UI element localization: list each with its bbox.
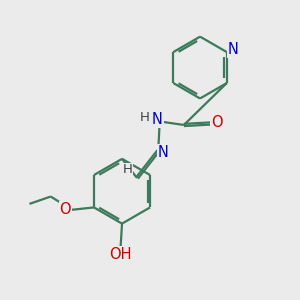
Text: O: O [211, 116, 223, 130]
Text: N: N [228, 42, 239, 57]
Text: O: O [60, 202, 71, 217]
Text: H: H [123, 163, 133, 176]
Text: H: H [140, 111, 149, 124]
Text: N: N [152, 112, 163, 128]
Text: N: N [158, 145, 169, 160]
Text: OH: OH [109, 247, 132, 262]
